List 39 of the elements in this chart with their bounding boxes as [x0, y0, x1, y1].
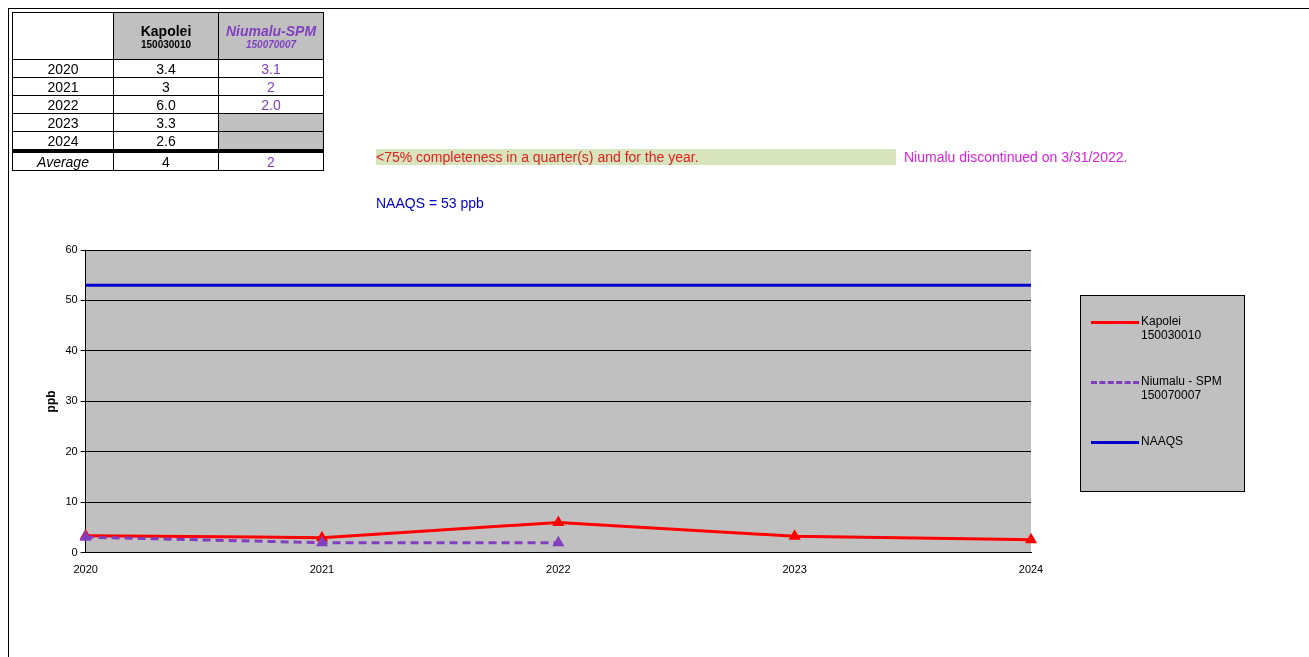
text: 3	[113, 77, 219, 96]
text: 2.0	[218, 95, 324, 114]
text: Average	[12, 151, 114, 171]
category-label: 2021	[47, 78, 79, 95]
text: 3.3	[113, 113, 219, 132]
category-label: 2022	[47, 96, 79, 113]
legend-label: Niumalu - SPM 150070007	[1141, 374, 1223, 402]
y-tick-label: 0	[71, 545, 78, 558]
text: Kapolei	[139, 22, 193, 39]
text: 2.6	[113, 131, 219, 151]
text: Niumalu-SPM	[224, 22, 318, 39]
text: Niumalu discontinued on 3/31/2022.	[904, 149, 1128, 165]
x-tick-label: 2022	[546, 563, 571, 576]
y-tick-label: 30	[65, 394, 78, 407]
category-label: 2020	[47, 60, 79, 77]
x-tick-label: 2021	[309, 563, 335, 576]
text: 3.4	[113, 59, 219, 78]
y-tick-label: 10	[65, 495, 78, 508]
x-tick-label: 2020	[73, 563, 98, 576]
legend-label: Kapolei 150030010	[1141, 314, 1203, 342]
y-tick-label: 20	[65, 444, 78, 457]
x-tick-label: 2023	[782, 563, 807, 576]
y-tick-label: 50	[65, 293, 78, 306]
text: 150070007	[244, 38, 298, 50]
category-label: 2023	[47, 114, 79, 131]
y-axis-title: ppb	[43, 390, 58, 413]
x-tick-label: 2024	[1018, 563, 1044, 576]
text: 3.1	[218, 59, 324, 78]
category-label: 2024	[47, 132, 79, 149]
text: <75% completeness in a quarter(s) and for the year.	[376, 149, 896, 165]
y-tick-label: 60	[65, 243, 78, 256]
text: 4	[113, 151, 219, 171]
text: 2	[218, 77, 324, 96]
text: NAAQS = 53 ppb	[376, 195, 484, 211]
y-tick-label: 40	[65, 343, 78, 356]
legend-label: NAAQS	[1141, 434, 1184, 448]
text: 150030010	[139, 38, 193, 50]
text: 6.0	[113, 95, 219, 114]
text: 2	[218, 151, 324, 171]
